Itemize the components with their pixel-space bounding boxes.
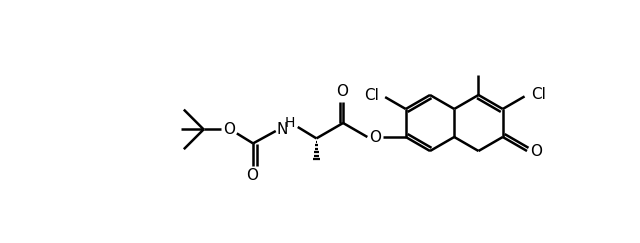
Text: Cl: Cl [531,87,546,102]
Text: O: O [530,144,542,158]
Text: H: H [285,116,295,130]
Text: Cl: Cl [364,87,379,103]
Text: O: O [369,130,381,145]
Text: N: N [276,122,287,137]
Text: O: O [336,85,348,99]
Text: O: O [246,168,258,183]
Text: O: O [223,122,235,137]
